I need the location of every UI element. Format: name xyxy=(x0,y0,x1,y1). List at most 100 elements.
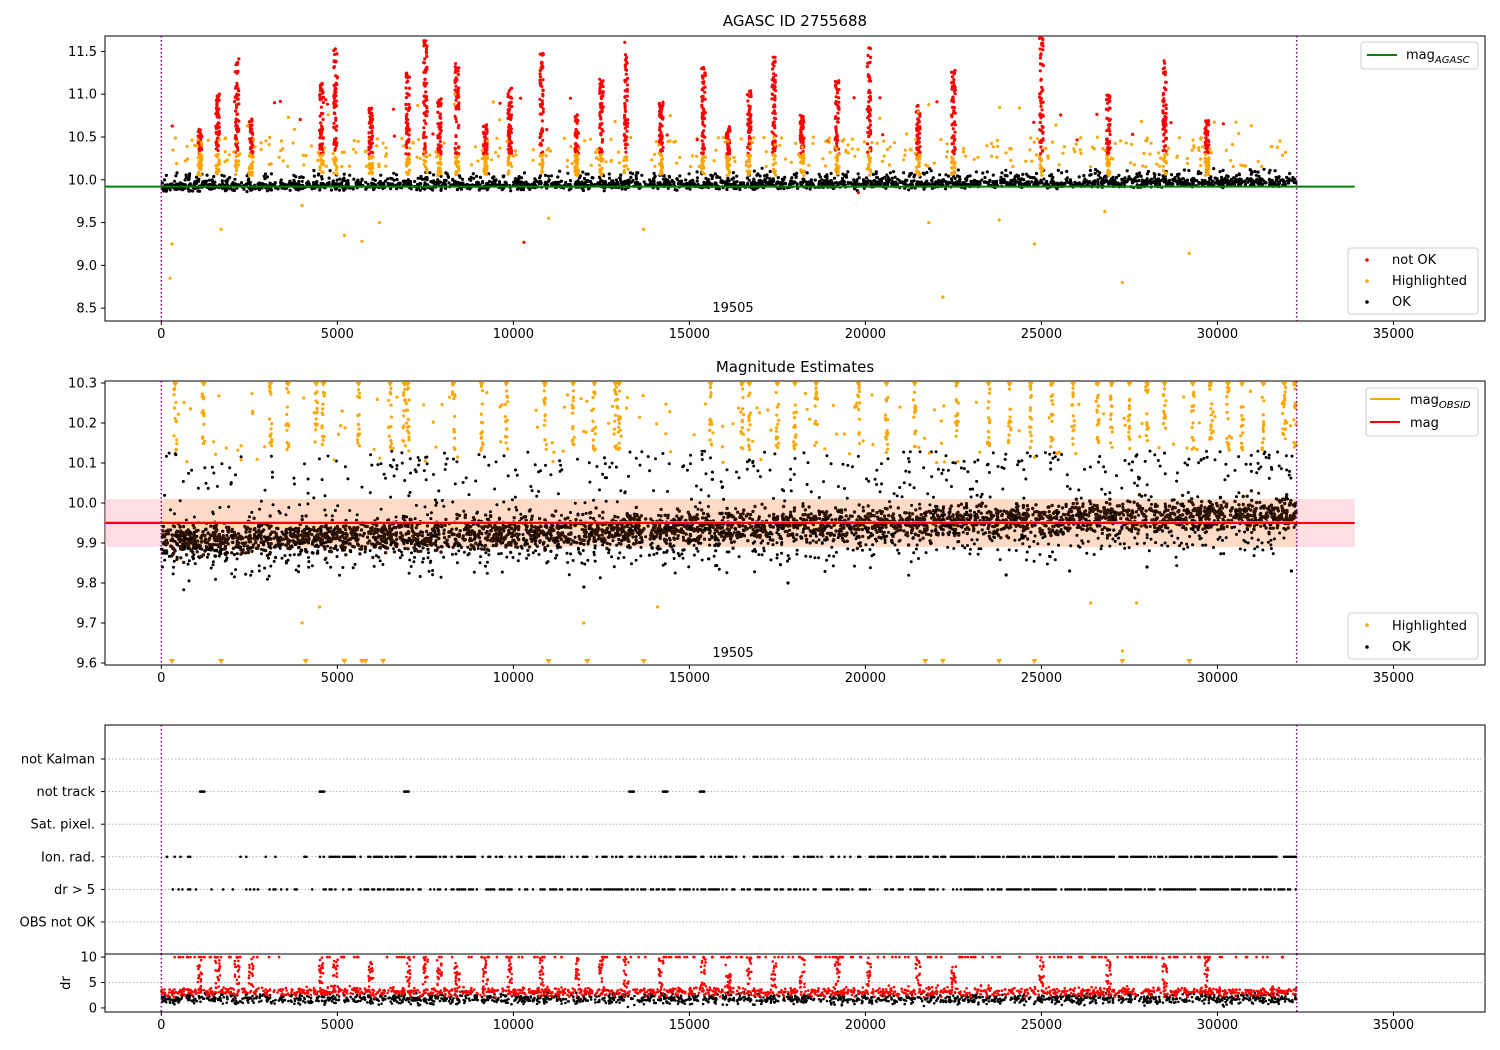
not-ok-point xyxy=(801,125,805,129)
ok-point xyxy=(961,181,965,185)
ok-point xyxy=(776,180,780,184)
not-ok-point xyxy=(771,83,775,87)
ok-point xyxy=(481,181,485,185)
not-ok-point xyxy=(509,147,513,151)
ok-point xyxy=(1267,177,1271,181)
highlighted-point xyxy=(626,167,630,171)
highlighted-point xyxy=(506,163,510,167)
highlighted-point xyxy=(835,156,839,160)
highlighted-point xyxy=(437,166,441,170)
sparse-point xyxy=(935,100,939,104)
not-ok-point xyxy=(318,147,322,151)
highlighted-point xyxy=(1004,151,1008,155)
not-ok-point xyxy=(798,113,802,117)
not-ok-point xyxy=(407,102,411,106)
highlighted-point xyxy=(1057,163,1061,167)
not-ok-point xyxy=(916,104,920,108)
sparse-point xyxy=(326,113,330,117)
not-ok-point xyxy=(1161,120,1165,124)
not-ok-point xyxy=(404,95,408,100)
highlighted-point xyxy=(1190,148,1194,152)
highlighted-point xyxy=(882,139,886,143)
highlighted-point xyxy=(652,152,657,156)
ok-point xyxy=(856,172,860,176)
highlighted-point xyxy=(594,156,599,160)
highlighted-point xyxy=(799,168,803,172)
ok-point xyxy=(163,178,167,182)
ok-point xyxy=(1021,172,1025,176)
not-ok-point xyxy=(658,123,663,127)
not-ok-point xyxy=(1162,132,1166,136)
highlighted-point xyxy=(598,167,602,171)
highlighted-point xyxy=(828,150,832,154)
ok-point xyxy=(447,181,451,185)
highlighted-point xyxy=(1166,146,1171,150)
highlighted-point xyxy=(1230,142,1235,147)
highlighted-point xyxy=(1205,166,1209,170)
not-ok-point xyxy=(833,79,838,84)
ok-point xyxy=(888,171,893,175)
not-ok-point xyxy=(869,132,873,136)
highlighted-point xyxy=(594,150,598,155)
not-ok-point xyxy=(1038,140,1042,144)
not-ok-point xyxy=(915,146,919,150)
not-ok-point xyxy=(510,96,514,100)
ok-point xyxy=(320,177,324,181)
sparse-point xyxy=(298,117,302,122)
not-ok-point xyxy=(622,132,627,137)
ok-point xyxy=(752,179,756,183)
not-ok-point xyxy=(1204,139,1208,143)
ok-point xyxy=(228,175,232,180)
highlighted-point xyxy=(771,153,775,157)
ok-point xyxy=(1188,182,1192,186)
ok-point xyxy=(1267,171,1271,175)
not-ok-point xyxy=(407,152,411,156)
ok-point xyxy=(862,180,866,184)
highlighted-point xyxy=(428,153,432,157)
highlighted-point xyxy=(1231,164,1235,169)
not-ok-point xyxy=(197,149,201,153)
highlighted-point xyxy=(944,155,949,159)
highlighted-point xyxy=(476,159,480,163)
sparse-point xyxy=(881,133,885,137)
highlighted-point xyxy=(200,157,204,161)
not-ok-point xyxy=(1039,145,1043,149)
highlighted-point xyxy=(237,159,241,163)
ok-point xyxy=(631,172,635,176)
ok-point xyxy=(952,181,957,185)
not-ok-point xyxy=(623,113,627,117)
ok-point xyxy=(673,188,677,192)
ok-point xyxy=(747,178,751,182)
not-ok-point xyxy=(333,138,337,142)
not-ok-point xyxy=(773,139,777,143)
highlighted-point xyxy=(425,155,429,159)
not-ok-point xyxy=(538,75,543,79)
ok-point xyxy=(635,171,639,175)
highlighted-point xyxy=(748,145,752,149)
not-ok-point xyxy=(915,141,919,145)
ok-point xyxy=(1110,181,1114,185)
ok-point xyxy=(383,179,388,183)
highlighted-point xyxy=(253,145,257,149)
not-ok-point xyxy=(702,67,706,71)
not-ok-point xyxy=(456,126,460,130)
ok-point xyxy=(776,176,780,180)
ok-point xyxy=(346,179,350,183)
highlighted-point xyxy=(629,135,633,140)
ok-point xyxy=(1001,178,1005,182)
highlighted-point xyxy=(625,158,629,162)
not-ok-point xyxy=(236,60,240,65)
ok-point xyxy=(695,170,699,174)
not-ok-point xyxy=(869,79,873,83)
not-ok-point xyxy=(623,40,627,45)
ok-point xyxy=(292,173,296,177)
highlighted-point xyxy=(507,155,511,159)
highlighted-point xyxy=(728,163,732,167)
highlighted-point xyxy=(200,143,204,147)
ok-point xyxy=(550,182,554,186)
highlighted-point xyxy=(844,150,848,154)
highlighted-point xyxy=(1095,135,1099,139)
sparse-point xyxy=(824,139,828,143)
not-ok-point xyxy=(772,103,777,107)
highlighted-point xyxy=(485,167,489,171)
